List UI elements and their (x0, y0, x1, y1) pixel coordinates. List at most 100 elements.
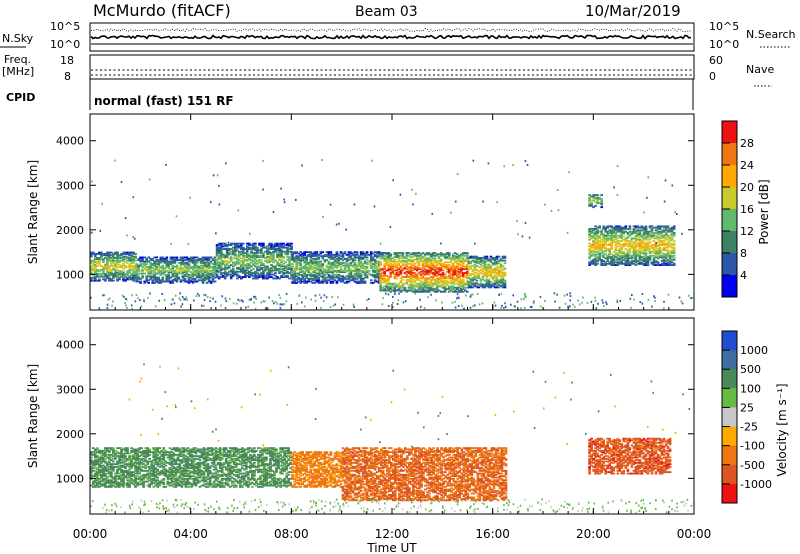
power-cell (250, 254, 253, 257)
power-cell (235, 302, 238, 305)
velocity-cell (126, 452, 129, 455)
power-cell (634, 241, 638, 244)
power-cell (187, 277, 191, 280)
power-cell (383, 256, 386, 258)
power-cell (405, 257, 409, 260)
power-cell (460, 257, 463, 260)
power-cell (610, 246, 613, 249)
power-cell (648, 254, 652, 257)
velocity-cell (118, 461, 121, 464)
power-cell (592, 249, 595, 252)
power-cell (598, 226, 601, 229)
power-cell (335, 265, 339, 268)
power-cell (357, 276, 361, 279)
power-cell (313, 271, 317, 274)
velocity-cell (100, 460, 103, 463)
power-cell (407, 276, 411, 278)
power-cell (262, 276, 265, 278)
power-cell (349, 255, 353, 258)
power-cell (466, 273, 469, 276)
power-cell (626, 240, 630, 242)
power-cell (252, 252, 255, 254)
power-cell (441, 301, 443, 304)
power-cell (449, 257, 453, 260)
power-cell (640, 234, 644, 237)
power-cell (389, 253, 393, 256)
power-cell (268, 269, 271, 272)
power-cell (642, 238, 646, 241)
power-cell (483, 273, 487, 275)
power-cell (670, 250, 674, 253)
power-cell (293, 267, 296, 270)
power-cell (349, 252, 353, 255)
power-cell (359, 269, 363, 272)
power-cell (475, 279, 479, 282)
power-cell (618, 250, 622, 253)
power-cell (159, 269, 163, 272)
power-cell (433, 265, 437, 268)
power-cell (427, 253, 431, 256)
power-cell (602, 245, 605, 248)
power-cell (229, 250, 233, 253)
power-cell (588, 261, 591, 264)
power-cell (670, 249, 674, 252)
power-cell (195, 276, 199, 279)
power-cell (391, 282, 395, 285)
power-cell (134, 253, 137, 255)
power-cell (393, 286, 397, 289)
velocity-cell (110, 484, 113, 487)
power-cell (433, 278, 437, 281)
power-cell (431, 285, 435, 288)
power-cell (409, 262, 413, 265)
power-cell (311, 277, 315, 280)
power-cell (167, 277, 171, 280)
power-cell (638, 233, 642, 236)
power-cell (325, 251, 329, 254)
power-cell (664, 242, 668, 245)
power-cell (347, 251, 351, 254)
power-cell (114, 253, 117, 255)
power-cell (137, 257, 140, 260)
power-cell (373, 267, 377, 270)
power-cell (262, 269, 265, 272)
power-cell (264, 260, 267, 262)
power-cell (359, 264, 363, 267)
power-cell (646, 233, 650, 236)
power-cell (141, 276, 144, 279)
power-cell (305, 280, 308, 283)
power-cell (355, 281, 359, 284)
power-cell (351, 260, 355, 263)
power-cell (457, 270, 461, 273)
power-cell (620, 260, 624, 262)
power-cell (90, 277, 93, 279)
power-cell (137, 272, 140, 275)
power-cell (467, 274, 471, 277)
power-cell (132, 236, 134, 238)
power-cell (427, 290, 431, 293)
power-cell (441, 286, 445, 289)
power-cell (460, 284, 463, 287)
power-cell (666, 229, 670, 232)
power-cell (331, 273, 335, 276)
power-cell (195, 295, 198, 298)
power-cell (242, 270, 245, 273)
velocity-cell (106, 448, 109, 451)
power-cell (514, 305, 516, 308)
velocity-cell (118, 452, 121, 455)
power-cell (254, 256, 257, 258)
power-cell (602, 242, 605, 245)
power-cell (503, 281, 507, 283)
power-heatmap (90, 159, 694, 310)
power-cell (221, 276, 225, 278)
power-cell (453, 282, 457, 285)
power-cell (327, 269, 331, 272)
power-cell (183, 263, 187, 266)
power-cell (369, 259, 373, 262)
power-cell (109, 297, 111, 300)
power-cell (357, 261, 361, 264)
power-cell (159, 271, 163, 274)
power-cell (234, 248, 237, 250)
power-cell (184, 298, 187, 301)
power-cell (636, 234, 640, 237)
power-cell (112, 262, 115, 265)
